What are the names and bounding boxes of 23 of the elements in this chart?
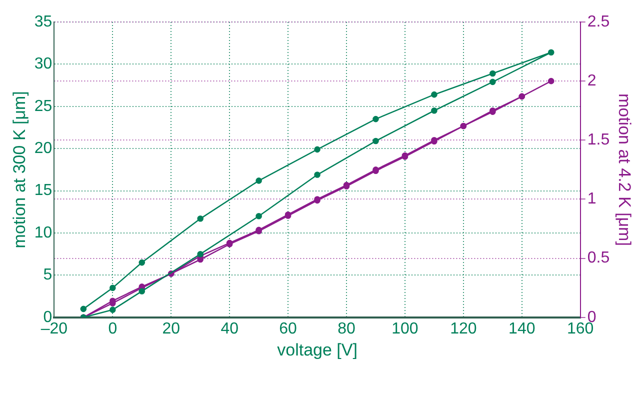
y-tick-label: 20 <box>34 140 52 158</box>
x-tick-label: 40 <box>220 320 239 338</box>
y-tick-label: 15 <box>34 182 52 200</box>
x-tick-label: 0 <box>108 320 118 338</box>
y2-tick-label: 1.5 <box>587 132 610 149</box>
y2-tick-label: 0.5 <box>587 250 610 267</box>
x-tick-label: 60 <box>279 320 298 338</box>
y-tick-label: 30 <box>34 56 52 73</box>
x-tick-label: 80 <box>338 320 356 338</box>
y-tick-label: 5 <box>43 266 52 284</box>
y2-axis-title: motion at 4.2 K [μm] <box>615 93 634 246</box>
x-tick-label: 140 <box>508 320 536 338</box>
x-tick-label: 20 <box>162 320 180 338</box>
y-tick-label: 35 <box>34 13 52 30</box>
x-tick-label: 100 <box>392 320 418 338</box>
y-axis-title: motion at 300 K [μm] <box>10 91 29 248</box>
y-tick-label: 10 <box>34 224 52 242</box>
y2-tick-label: 2.5 <box>587 13 610 30</box>
x-axis-title: voltage [V] <box>277 340 358 360</box>
y2-tick-label: 2 <box>587 72 596 90</box>
y-tick-label: 25 <box>34 98 52 115</box>
y2-tick-label: 1 <box>587 190 596 208</box>
x-tick-label: 120 <box>450 320 477 338</box>
